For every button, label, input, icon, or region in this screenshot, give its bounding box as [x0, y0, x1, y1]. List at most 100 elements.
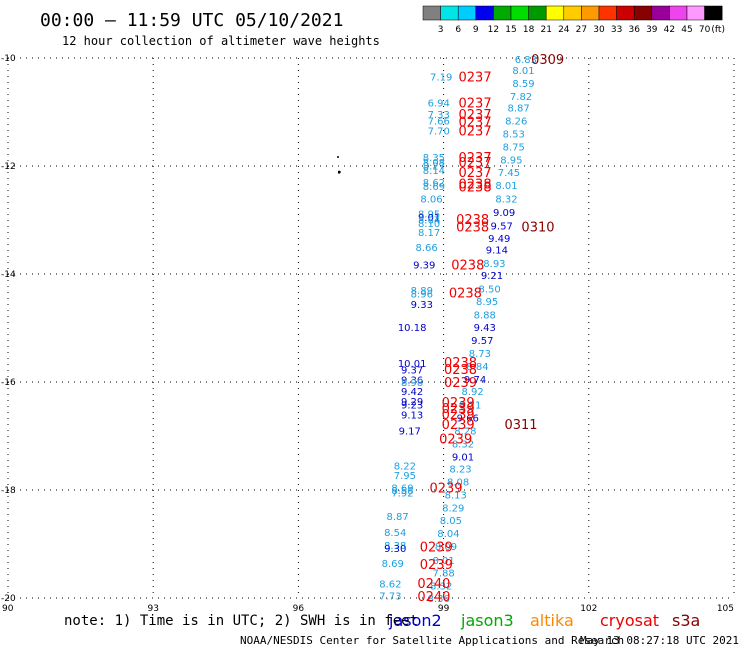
- swh-value: 9.14: [486, 246, 508, 257]
- swh-value: 8.08: [423, 158, 445, 169]
- swh-value: 8.59: [512, 79, 534, 90]
- swh-value: 8.32: [430, 582, 452, 593]
- chart-subtitle: 12 hour collection of altimeter wave hei…: [62, 34, 380, 48]
- swh-value: 8.22: [394, 462, 416, 473]
- swh-value: 7.33: [428, 110, 450, 121]
- swh-value: 8.01: [512, 66, 534, 77]
- swh-value: 8.64: [418, 215, 440, 226]
- swh-value: 8.87: [386, 512, 408, 523]
- swh-value: 9.49: [488, 234, 510, 245]
- pass-label: 0238: [444, 363, 477, 378]
- swh-value: 8.09: [435, 542, 457, 553]
- swh-value: 9.30: [384, 544, 406, 555]
- swh-value: 8.13: [445, 490, 467, 501]
- legend-swatch: [633, 5, 653, 21]
- swh-value: 8.92: [462, 387, 484, 398]
- legend-swatch: [669, 5, 688, 21]
- pass-label: 0239: [442, 408, 475, 423]
- swh-value: 7.82: [510, 92, 532, 103]
- swh-value: 9.57: [471, 336, 493, 347]
- swh-value: 8.28: [454, 427, 476, 438]
- pass-label: 0237: [459, 96, 492, 111]
- legend-swatch: [704, 5, 723, 21]
- swh-value: 9.01: [418, 213, 440, 224]
- swh-value: 6.94: [428, 98, 450, 109]
- swh-value: 8.36: [428, 594, 450, 605]
- swh-value: 9.33: [411, 300, 433, 311]
- legend-tick: 18: [523, 25, 535, 35]
- legend-swatch: [581, 5, 600, 21]
- legend-tick: 21: [540, 25, 551, 35]
- pass-label: 0237: [459, 124, 492, 139]
- swh-value: 9.66: [457, 414, 479, 425]
- legend-swatch: [563, 5, 582, 21]
- pass-label: 0238: [459, 177, 492, 192]
- swh-value: 8.05: [440, 516, 462, 527]
- swh-value: 8.73: [469, 349, 491, 360]
- swh-value: 7.45: [498, 168, 520, 179]
- swh-value: 8.06: [420, 194, 442, 205]
- pass-label: 0237: [459, 108, 492, 123]
- swh-value: 8.66: [416, 243, 438, 254]
- y-axis-ticks: -10 -12 -14 -16 -18 -20: [1, 54, 16, 604]
- satellite-legend: jason2 jason3 altika cryosat s3a: [388, 611, 700, 630]
- pass-label: 0237: [459, 151, 492, 166]
- swh-value-labels: 6.838.018.597.197.826.94 8.877.337.66 8.26…: [379, 55, 537, 605]
- swh-value: 8.69: [382, 559, 404, 570]
- y-tick-label: -18: [1, 486, 16, 496]
- legend-tick: 39: [646, 25, 658, 35]
- pass-number-labels: 0309023702370237023702370237023702370238…: [417, 53, 564, 605]
- swh-value: 8.50: [478, 285, 500, 296]
- legend-swatch: [422, 5, 441, 21]
- island-dot: [337, 156, 339, 158]
- legend-tick: 33: [611, 25, 622, 35]
- pass-label: 0238: [459, 181, 492, 196]
- satellite-label-s3a: s3a: [672, 611, 700, 630]
- swh-value: 8.14: [423, 166, 445, 177]
- legend-swatch: [651, 5, 670, 21]
- x-tick-label: 93: [147, 604, 158, 614]
- pass-label: 0239: [420, 558, 453, 573]
- swh-value: 8.27: [423, 161, 445, 172]
- pass-label: 0237: [459, 116, 492, 131]
- swh-value: 9.17: [399, 427, 421, 438]
- x-tick-label: 96: [293, 604, 305, 614]
- swh-value: 9.43: [474, 323, 496, 334]
- swh-value: 7.88: [432, 569, 454, 580]
- legend-tick: 70: [699, 25, 711, 35]
- legend-tick: 15: [505, 25, 516, 35]
- x-tick-label: 90: [2, 604, 14, 614]
- legend-swatch: [475, 5, 494, 21]
- swh-value: 8.69: [391, 483, 413, 494]
- swh-value: 8.75: [503, 143, 525, 154]
- swh-value: 8.62: [379, 579, 401, 590]
- swh-value: 10.18: [398, 323, 427, 334]
- x-tick-label: 102: [580, 604, 597, 614]
- swh-value: 8.32: [452, 440, 474, 451]
- legend-tick: 24: [558, 25, 570, 35]
- pass-label: 0239: [420, 541, 453, 556]
- color-scale-legend: 3 6 9 12 15 18 21 24 27 30 33 36 39 42 45 70 (ft): [422, 5, 725, 35]
- swh-value: 9.39: [413, 260, 435, 271]
- plot-background: [8, 58, 734, 598]
- pass-label: 0238: [456, 213, 489, 228]
- y-tick-label: -12: [1, 162, 16, 172]
- legend-swatch: [545, 5, 565, 21]
- swh-value: 8.87: [507, 104, 529, 115]
- legend-tick: 9: [473, 25, 479, 35]
- legend-swatch: [686, 5, 705, 21]
- swh-value: 8.95: [500, 156, 522, 167]
- satellite-label-altika: altika: [530, 611, 574, 630]
- gridlines: [7, 57, 735, 599]
- swh-value: 8.58: [391, 486, 413, 497]
- legend-swatch: [440, 5, 459, 21]
- swh-value: 8.38: [384, 541, 406, 552]
- pass-label: 0239: [442, 418, 475, 433]
- swh-value: 8.88: [474, 311, 496, 322]
- swh-value: 7.92: [391, 489, 413, 500]
- swh-value: 9.09: [493, 208, 515, 219]
- swh-value: 8.21: [459, 401, 481, 412]
- swh-value: 10.01: [398, 359, 427, 370]
- swh-value: 8.32: [495, 194, 517, 205]
